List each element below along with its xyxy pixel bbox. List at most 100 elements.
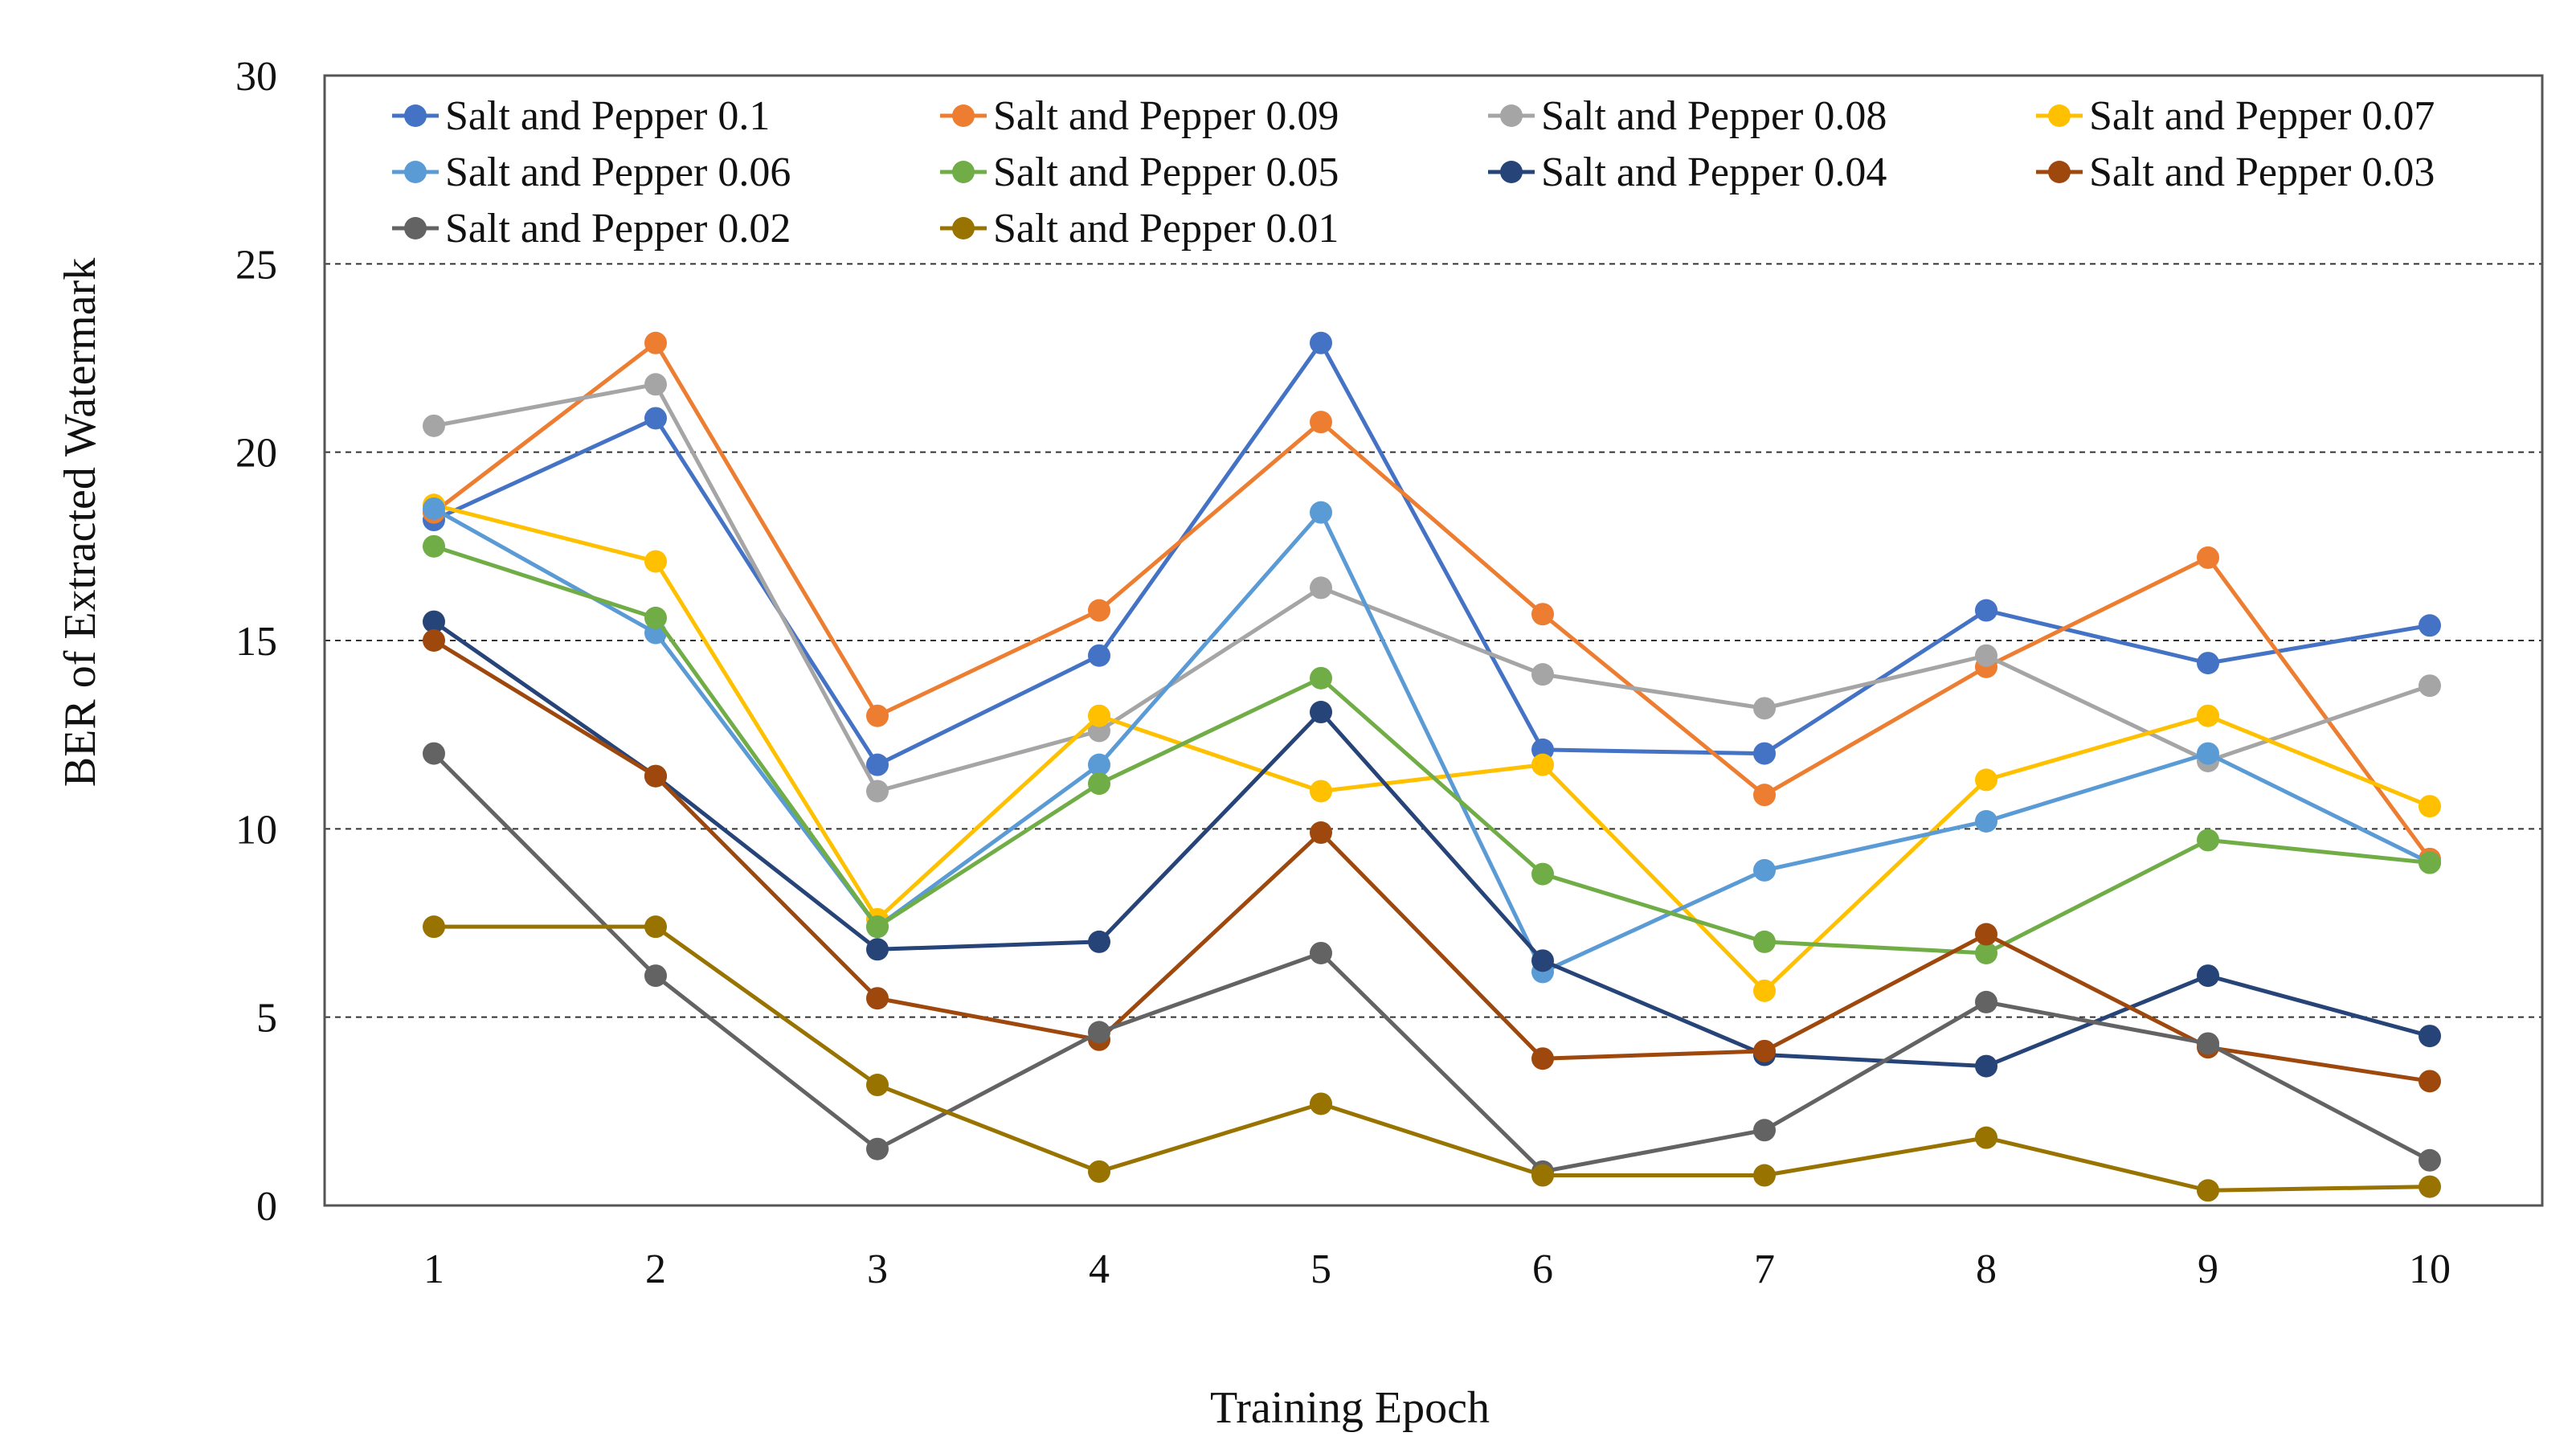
plot-area-frame — [323, 74, 2544, 1207]
series-line-9 — [432, 751, 2431, 1174]
data-point-s6-x5 — [1310, 666, 1332, 690]
legend-swatch-marker-8 — [2048, 161, 2071, 183]
series-line-6 — [433, 544, 2431, 956]
legend-item-9: Salt and Pepper 0.02 — [392, 206, 791, 252]
data-point-s7-x3 — [866, 938, 889, 961]
series-10 — [423, 915, 2441, 1202]
y-tick-label-25: 25 — [235, 242, 277, 288]
series-9 — [423, 742, 2441, 1183]
series-6 — [423, 534, 2441, 964]
data-point-s4-x10 — [2419, 795, 2441, 818]
data-point-s9-x2 — [644, 964, 667, 988]
legend-item-8: Salt and Pepper 0.03 — [2036, 149, 2435, 195]
data-point-s8-x10 — [2419, 1070, 2441, 1093]
data-point-s8-x5 — [1310, 821, 1332, 845]
data-point-s10-x4 — [1088, 1160, 1110, 1183]
data-point-s1-x4 — [1088, 644, 1110, 667]
x-tick-label-7: 7 — [1754, 1246, 1775, 1292]
legend-swatch-marker-5 — [404, 161, 427, 183]
series-2 — [423, 331, 2441, 870]
legend-swatch-marker-3 — [1500, 104, 1523, 127]
data-point-s10-x9 — [2197, 1179, 2219, 1202]
data-point-s9-x9 — [2197, 1032, 2219, 1055]
legend-label-2: Salt and Pepper 0.09 — [993, 93, 1339, 139]
series-3 — [423, 373, 2441, 803]
legend-swatch-marker-7 — [1500, 161, 1523, 183]
data-point-s4-x6 — [1531, 753, 1554, 776]
data-point-s4-x4 — [1088, 704, 1110, 727]
legend-item-10: Salt and Pepper 0.01 — [940, 206, 1339, 252]
legend-swatch-marker-6 — [952, 161, 975, 183]
data-point-s7-x9 — [2197, 964, 2219, 988]
data-point-s2-x2 — [644, 331, 667, 354]
data-point-s8-x3 — [866, 987, 889, 1010]
legend-swatch-marker-1 — [404, 104, 427, 127]
x-tick-label-2: 2 — [645, 1246, 666, 1292]
data-point-s1-x3 — [866, 753, 889, 776]
data-point-s7-x6 — [1531, 949, 1554, 972]
data-point-s3-x3 — [866, 780, 889, 803]
data-point-s7-x10 — [2419, 1025, 2441, 1048]
data-point-s1-x7 — [1753, 742, 1776, 765]
y-axis-title: BER of Extracted Watermark — [55, 258, 105, 787]
legend-swatch-marker-9 — [404, 217, 427, 239]
x-tick-label-6: 6 — [1532, 1246, 1553, 1292]
data-point-s4-x7 — [1753, 979, 1776, 1002]
data-point-s5-x9 — [2197, 742, 2219, 765]
series-4 — [423, 493, 2441, 1002]
data-point-s3-x2 — [644, 373, 667, 396]
series-8 — [423, 629, 2441, 1093]
legend-item-7: Salt and Pepper 0.04 — [1488, 149, 1887, 195]
data-point-s6-x10 — [2419, 851, 2441, 874]
data-point-s9-x10 — [2419, 1148, 2441, 1172]
legend: Salt and Pepper 0.1 Salt and Pepper 0.09 S… — [392, 93, 2435, 252]
legend-label-6: Salt and Pepper 0.05 — [993, 149, 1339, 195]
data-point-s2-x5 — [1310, 411, 1332, 434]
series-5 — [423, 497, 2441, 984]
series-1 — [423, 331, 2441, 776]
data-point-s9-x4 — [1088, 1021, 1110, 1044]
data-point-s9-x7 — [1753, 1119, 1776, 1142]
series-line-2 — [432, 341, 2432, 861]
legend-label-7: Salt and Pepper 0.04 — [1541, 149, 1887, 195]
data-point-s3-x6 — [1531, 663, 1554, 686]
data-point-s7-x1 — [423, 610, 445, 633]
legend-label-10: Salt and Pepper 0.01 — [993, 206, 1339, 252]
data-point-s6-x2 — [644, 606, 667, 629]
y-axis-ticks: 0 5 10 15 20 25 30 — [235, 54, 277, 1230]
x-tick-label-4: 4 — [1089, 1246, 1110, 1292]
data-point-s8-x2 — [644, 764, 667, 788]
legend-swatch-marker-10 — [952, 217, 975, 239]
x-tick-label-10: 10 — [2409, 1246, 2451, 1292]
y-tick-label-0: 0 — [256, 1184, 277, 1230]
data-point-s3-x5 — [1310, 576, 1332, 600]
data-point-s6-x4 — [1088, 772, 1110, 796]
series-line-1 — [432, 341, 2431, 767]
legend-item-6: Salt and Pepper 0.05 — [940, 149, 1339, 195]
data-point-s2-x3 — [866, 704, 889, 727]
legend-item-2: Salt and Pepper 0.09 — [940, 93, 1339, 139]
data-point-s5-x7 — [1753, 858, 1776, 882]
y-tick-label-30: 30 — [235, 54, 277, 100]
legend-item-4: Salt and Pepper 0.07 — [2036, 93, 2435, 139]
data-point-s7-x4 — [1088, 930, 1110, 953]
data-point-s3-x7 — [1753, 697, 1776, 720]
x-tick-label-1: 1 — [423, 1246, 444, 1292]
data-point-s1-x9 — [2197, 652, 2219, 675]
data-point-s5-x8 — [1975, 809, 1997, 833]
data-point-s3-x8 — [1975, 644, 1997, 667]
data-point-s4-x9 — [2197, 704, 2219, 727]
data-point-s5-x5 — [1310, 501, 1332, 524]
legend-item-5: Salt and Pepper 0.06 — [392, 149, 791, 195]
y-tick-label-10: 10 — [235, 807, 277, 853]
data-point-s8-x6 — [1531, 1047, 1554, 1070]
x-tick-label-5: 5 — [1310, 1246, 1331, 1292]
data-point-s10-x2 — [644, 915, 667, 939]
data-point-s9-x1 — [423, 742, 445, 765]
data-point-s2-x4 — [1088, 599, 1110, 622]
data-point-s9-x3 — [866, 1137, 889, 1160]
x-tick-label-3: 3 — [867, 1246, 888, 1292]
y-tick-label-5: 5 — [256, 996, 277, 1042]
legend-label-4: Salt and Pepper 0.07 — [2089, 93, 2435, 139]
